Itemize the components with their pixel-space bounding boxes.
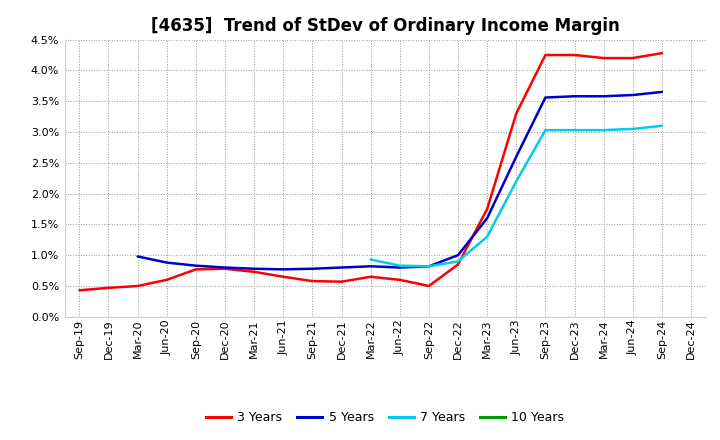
5 Years — [308, 266, 317, 271]
3 Years — [657, 51, 666, 56]
7 Years — [541, 128, 550, 133]
7 Years — [454, 259, 462, 264]
5 Years — [599, 94, 608, 99]
3 Years — [395, 277, 404, 282]
3 Years — [366, 274, 375, 279]
3 Years — [133, 283, 142, 289]
3 Years — [599, 55, 608, 61]
5 Years — [395, 265, 404, 270]
3 Years — [541, 52, 550, 58]
5 Years — [570, 94, 579, 99]
5 Years — [657, 89, 666, 95]
3 Years — [279, 274, 287, 279]
5 Years — [541, 95, 550, 100]
3 Years — [192, 267, 200, 272]
Line: 3 Years: 3 Years — [79, 53, 662, 290]
5 Years — [163, 260, 171, 265]
5 Years — [512, 154, 521, 159]
5 Years — [483, 216, 492, 221]
5 Years — [454, 253, 462, 258]
3 Years — [454, 262, 462, 267]
7 Years — [425, 264, 433, 269]
5 Years — [279, 267, 287, 272]
7 Years — [657, 123, 666, 128]
3 Years — [220, 266, 229, 271]
7 Years — [599, 128, 608, 133]
3 Years — [250, 269, 258, 275]
3 Years — [308, 279, 317, 284]
3 Years — [629, 55, 637, 61]
5 Years — [250, 266, 258, 271]
3 Years — [75, 288, 84, 293]
7 Years — [395, 263, 404, 268]
3 Years — [512, 111, 521, 116]
3 Years — [425, 283, 433, 289]
7 Years — [570, 128, 579, 133]
3 Years — [104, 285, 113, 290]
3 Years — [337, 279, 346, 284]
5 Years — [629, 92, 637, 98]
7 Years — [629, 126, 637, 132]
3 Years — [483, 206, 492, 212]
5 Years — [425, 264, 433, 269]
3 Years — [163, 277, 171, 282]
5 Years — [192, 263, 200, 268]
5 Years — [337, 265, 346, 270]
Line: 7 Years: 7 Years — [371, 126, 662, 266]
5 Years — [366, 264, 375, 269]
7 Years — [483, 234, 492, 239]
5 Years — [133, 254, 142, 259]
Line: 5 Years: 5 Years — [138, 92, 662, 269]
3 Years — [570, 52, 579, 58]
Title: [4635]  Trend of StDev of Ordinary Income Margin: [4635] Trend of StDev of Ordinary Income… — [150, 17, 620, 35]
5 Years — [220, 265, 229, 270]
Legend: 3 Years, 5 Years, 7 Years, 10 Years: 3 Years, 5 Years, 7 Years, 10 Years — [201, 406, 570, 429]
7 Years — [366, 257, 375, 262]
7 Years — [512, 179, 521, 184]
